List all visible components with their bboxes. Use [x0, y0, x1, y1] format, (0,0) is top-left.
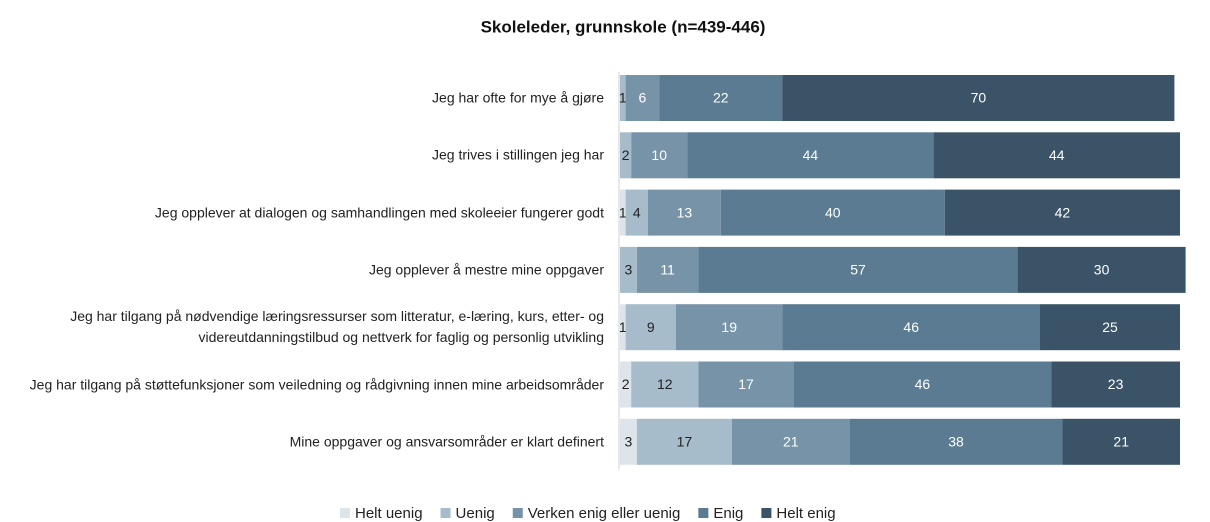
- category-label: Jeg opplever at dialogen og samhandlinge…: [154, 204, 604, 221]
- data-label: 1: [619, 90, 627, 106]
- category-label: Jeg trives i stillingen jeg har: [432, 146, 604, 163]
- category-label: Jeg opplever å mestre mine oppgaver: [368, 261, 604, 278]
- bar-segment: [687, 132, 934, 179]
- bar-segment: [625, 189, 648, 236]
- data-label: 30: [1094, 262, 1110, 278]
- bar-segment: [648, 189, 721, 236]
- legend-label: Uenig: [456, 505, 495, 522]
- bar-segment: [620, 75, 626, 121]
- data-label: 25: [1102, 319, 1118, 335]
- data-label: 12: [657, 376, 673, 392]
- data-label: 13: [677, 204, 693, 220]
- bar-segment: [620, 361, 632, 408]
- legend-label: Verken enig eller uenig: [528, 505, 681, 522]
- data-label: 23: [1108, 376, 1124, 392]
- bar-segment: [636, 418, 732, 465]
- data-label: 22: [713, 90, 729, 106]
- bar-segment: [933, 132, 1180, 179]
- data-label: 11: [660, 262, 675, 278]
- bar-segment: [1040, 304, 1180, 351]
- bar-segment: [698, 361, 794, 408]
- bar-segment: [620, 418, 637, 465]
- data-label: 19: [721, 319, 737, 335]
- bar-segment: [620, 304, 626, 351]
- data-label: 17: [738, 376, 754, 392]
- bar-segment: [620, 132, 632, 179]
- bar-segment: [782, 304, 1040, 351]
- data-label: 3: [625, 262, 633, 278]
- legend-swatch: [440, 508, 451, 518]
- bar-segment: [720, 189, 945, 236]
- data-label: 2: [622, 147, 630, 163]
- data-label: 1: [619, 319, 627, 335]
- bar-segment: [659, 75, 783, 121]
- legend-swatch: [512, 508, 523, 518]
- category-label: Jeg har tilgang på nødvendige læringsres…: [70, 308, 604, 346]
- bar-segment: [793, 361, 1052, 408]
- data-label: 44: [1049, 147, 1065, 163]
- data-label: 70: [971, 90, 987, 106]
- data-label: 42: [1055, 204, 1071, 220]
- legend-label: Helt uenig: [355, 505, 423, 522]
- bar-segment: [1062, 418, 1180, 465]
- bar-segment: [698, 246, 1018, 293]
- data-label: 38: [948, 434, 964, 450]
- legend-swatch: [698, 508, 709, 518]
- bar-segment: [732, 418, 850, 465]
- bar-segment: [849, 418, 1063, 465]
- legend-label: Helt enig: [776, 505, 835, 522]
- category-label: Mine oppgaver og ansvarsområder er klart…: [289, 433, 604, 450]
- legend-swatch: [761, 508, 772, 518]
- bar-segment: [625, 75, 660, 121]
- bar-segment: [625, 304, 676, 351]
- data-label: 44: [803, 147, 819, 163]
- bar-segment: [620, 246, 637, 293]
- data-label: 9: [647, 319, 655, 335]
- category-label: Jeg har ofte for mye å gjøre: [432, 89, 604, 106]
- category-label: Jeg har tilgang på støttefunksjoner som …: [29, 376, 604, 392]
- bar-segment: [782, 75, 1175, 121]
- data-label: 1: [619, 204, 627, 220]
- bar-segment: [944, 189, 1180, 236]
- bar-segment: [631, 132, 688, 179]
- data-label: 40: [825, 204, 841, 220]
- data-label: 46: [903, 319, 919, 335]
- data-label: 21: [1113, 434, 1129, 450]
- data-label: 2: [622, 376, 630, 392]
- data-label: 57: [850, 262, 866, 278]
- data-label: 4: [633, 204, 641, 220]
- bar-segment: [676, 304, 783, 351]
- data-label: 17: [677, 434, 693, 450]
- bar-segment: [1051, 361, 1180, 408]
- chart-title: Skoleleder, grunnskole (n=439-446): [481, 17, 766, 36]
- legend-swatch: [340, 508, 350, 518]
- data-label: 21: [783, 434, 799, 450]
- data-label: 6: [639, 90, 647, 106]
- bar-segment: [636, 246, 699, 293]
- legend-label: Enig: [713, 505, 743, 522]
- data-label: 10: [651, 147, 667, 163]
- data-label: 3: [625, 434, 633, 450]
- bar-segment: [631, 361, 699, 408]
- data-label: 46: [915, 376, 931, 392]
- bar-segment: [1017, 246, 1186, 293]
- bar-segment: [620, 189, 626, 236]
